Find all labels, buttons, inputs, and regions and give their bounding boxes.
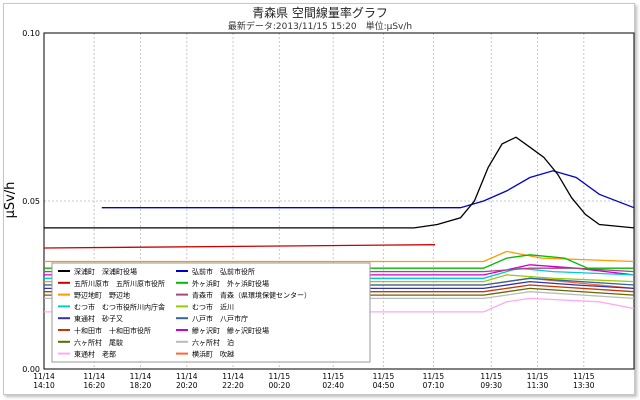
x-tick-date: 11/14 <box>83 372 105 381</box>
legend-entry: 東通村 砂子又 <box>74 314 123 323</box>
x-tick-time: 02:40 <box>322 381 344 390</box>
y-tick-label: 0.10 <box>22 29 40 38</box>
legend-entry: 東通村 老部 <box>74 350 116 359</box>
x-tick-date: 11/15 <box>268 372 290 381</box>
x-tick-time: 22:20 <box>222 381 244 390</box>
legend-entry: 六ヶ所村 泊 <box>192 338 234 347</box>
series-line <box>43 244 436 249</box>
x-tick-time: 09:30 <box>480 381 502 390</box>
x-axis: 11/1414:1011/1416:2011/1418:2011/1420:20… <box>33 372 595 390</box>
x-tick-time: 16:20 <box>83 381 105 390</box>
legend-entry: 五所川原市 五所川原市役所 <box>74 279 165 288</box>
x-tick-date: 11/15 <box>423 372 445 381</box>
legend-entry: 八戸市 八戸市庁 <box>192 314 248 323</box>
x-tick-date: 11/15 <box>373 372 395 381</box>
legend-entry: 弘前市 弘前市役所 <box>192 267 255 276</box>
legend-entry: 横浜町 吹越 <box>192 350 234 359</box>
y-tick-label: 0.00 <box>22 365 40 374</box>
series-line <box>44 297 635 313</box>
y-axis-label: μSv/h <box>3 182 18 219</box>
plot-area-border <box>43 32 635 370</box>
chart-subtitle: 最新データ:2013/11/15 15:20 単位:μSv/h <box>227 22 413 32</box>
legend-box <box>51 262 371 363</box>
x-tick-time: 11:30 <box>527 381 549 390</box>
x-tick-time: 20:20 <box>176 381 198 390</box>
legend-entry: 十和田市 十和田市役所 <box>74 326 151 335</box>
x-tick-time: 18:20 <box>130 381 152 390</box>
x-tick-time: 14:10 <box>33 381 55 390</box>
series-line <box>44 254 634 269</box>
legend-entry: 六ヶ所村 尾駮 <box>74 338 123 347</box>
x-tick-date: 11/15 <box>322 372 344 381</box>
legend-entry: むつ市 むつ市役所川内庁舎 <box>74 302 165 311</box>
series-line <box>44 136 635 229</box>
legend-entry: むつ市 近川 <box>192 302 234 311</box>
x-tick-time: 00:20 <box>268 381 290 390</box>
x-tick-date: 11/14 <box>176 372 198 381</box>
chart-title: 青森県 空間線量率グラフ <box>252 6 388 20</box>
x-tick-date: 11/14 <box>222 372 244 381</box>
y-tick-label: 0.05 <box>22 197 40 206</box>
legend-entry: 深浦町 深浦町役場 <box>74 267 137 276</box>
legend-entry: 鰺ヶ沢町 鰺ヶ沢町役場 <box>192 326 269 335</box>
legend-entry: 野辺地町 野辺地 <box>74 291 130 300</box>
x-tick-date: 11/15 <box>573 372 595 381</box>
legend-entry: 外ヶ浜町 外ヶ浜町役場 <box>192 279 269 288</box>
x-tick-date: 11/15 <box>480 372 502 381</box>
series-line <box>101 170 635 209</box>
x-tick-date: 11/14 <box>33 372 55 381</box>
x-tick-date: 11/15 <box>527 372 549 381</box>
x-tick-date: 11/14 <box>130 372 152 381</box>
series-line <box>44 250 635 263</box>
x-tick-time: 13:30 <box>573 381 595 390</box>
legend-entry: 青森市 青森（県環境保健センター） <box>192 291 311 300</box>
x-tick-time: 04:50 <box>373 381 395 390</box>
y-axis: 0.00 0.05 0.10 <box>22 29 40 374</box>
x-tick-time: 07:10 <box>423 381 445 390</box>
